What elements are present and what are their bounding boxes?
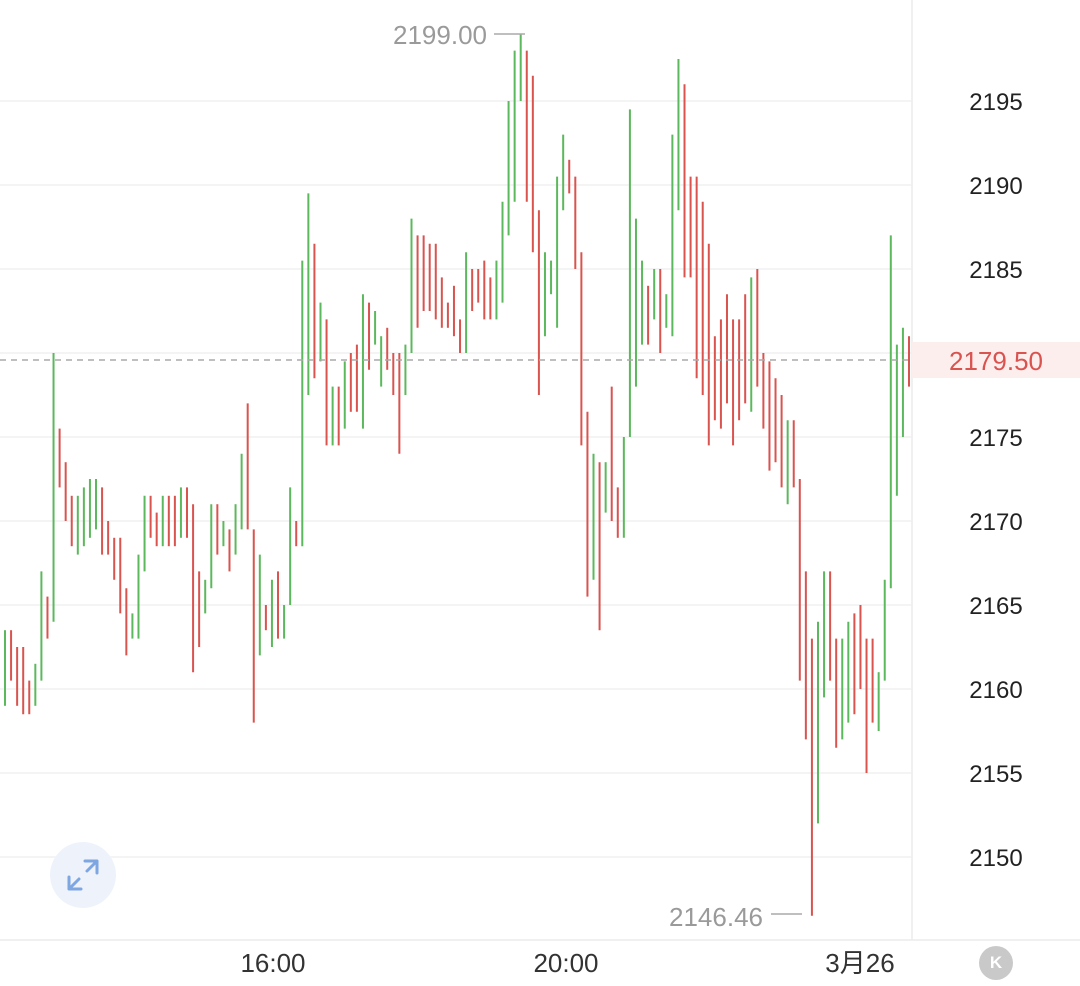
k-indicator-icon[interactable]: K xyxy=(979,946,1013,980)
current-price-tag xyxy=(912,342,1080,378)
time-axis: 16:00 20:00 3月26 xyxy=(240,948,894,978)
fullscreen-button[interactable] xyxy=(50,842,116,908)
price-tick-label: 2160 xyxy=(969,677,1022,704)
price-tick-label: 2190 xyxy=(969,173,1022,200)
time-tick-label: 16:00 xyxy=(240,948,305,978)
time-tick-label: 3月26 xyxy=(825,948,894,978)
high-price-label: 2199.00 xyxy=(393,20,487,50)
price-tick-label: 2175 xyxy=(969,425,1022,452)
ohlc-bars xyxy=(4,33,910,916)
price-tick-label: 2155 xyxy=(969,761,1022,788)
low-price-label: 2146.46 xyxy=(669,902,763,932)
grid-lines xyxy=(0,100,912,858)
current-price-marker: 2179.50 xyxy=(0,342,1080,378)
price-tick-label: 2150 xyxy=(969,845,1022,872)
extreme-markers: 2199.00 2146.46 xyxy=(393,20,802,932)
price-tick-label: 2185 xyxy=(969,257,1022,284)
price-tick-label: 2195 xyxy=(969,89,1022,116)
price-tick-label: 2170 xyxy=(969,509,1022,536)
current-price-label: 2179.50 xyxy=(949,346,1043,376)
expand-icon xyxy=(67,859,99,891)
time-tick-label: 20:00 xyxy=(533,948,598,978)
price-axis: 2150215521602165217021752180218521902195 xyxy=(969,89,1022,872)
price-tick-label: 2165 xyxy=(969,593,1022,620)
